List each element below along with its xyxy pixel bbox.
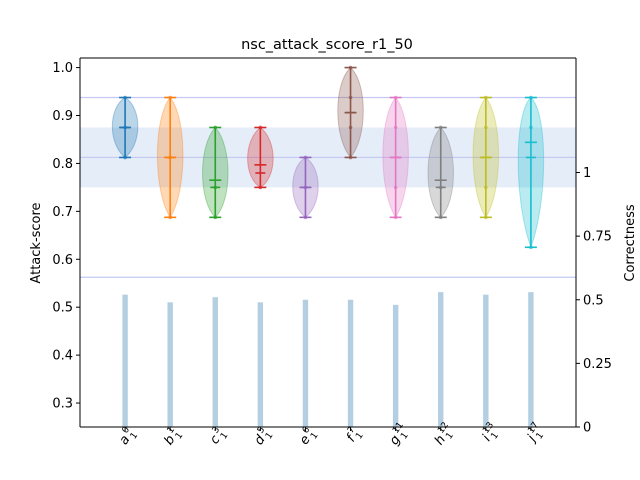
x-tick-label: f71 xyxy=(344,425,366,445)
data-point xyxy=(303,215,308,220)
data-point xyxy=(348,125,353,130)
x-tick-label: a01 xyxy=(117,425,141,448)
data-point xyxy=(213,125,218,130)
x-tick-label-sub: 1 xyxy=(399,431,410,441)
data-point xyxy=(393,125,398,130)
data-point xyxy=(123,155,127,160)
data-point xyxy=(393,215,398,220)
y2-tick-label: 0.75 xyxy=(583,230,612,245)
plot-area: 0.30.40.50.60.70.80.91.000.250.50.751a01… xyxy=(52,57,612,449)
x-tick-label-sub: 1 xyxy=(174,431,185,441)
data-point xyxy=(529,245,533,250)
correctness-bar xyxy=(438,292,444,427)
chart-title: nsc_attack_score_r1_50 xyxy=(241,37,413,53)
x-tick-label-sub: 1 xyxy=(354,431,365,441)
data-point xyxy=(438,125,443,130)
data-point xyxy=(484,125,488,130)
x-tick-label-sub: 1 xyxy=(264,431,275,441)
y2-axis-title: Correctness xyxy=(623,204,638,281)
x-tick-label-sub: 1 xyxy=(309,431,320,441)
data-point xyxy=(484,95,488,100)
x-tick-label-sub: 1 xyxy=(219,431,230,441)
y-tick-label: 1.0 xyxy=(52,61,73,76)
data-point xyxy=(303,155,308,160)
y-tick-label: 0.7 xyxy=(52,205,73,220)
correctness-bar xyxy=(483,294,489,427)
data-point xyxy=(393,185,398,190)
y-tick-label: 0.6 xyxy=(52,253,73,268)
y-tick-label: 0.9 xyxy=(52,109,73,124)
y-axis-title: Attack-score xyxy=(29,202,44,283)
x-tick-label-sup: 7 xyxy=(346,425,357,435)
data-point xyxy=(168,215,172,220)
correctness-bar xyxy=(528,292,534,427)
x-tick-label: d51 xyxy=(252,425,276,448)
y2-tick-label: 0.25 xyxy=(583,357,612,372)
x-tick-label: b11 xyxy=(161,425,185,448)
y2-tick-label: 1 xyxy=(583,166,591,181)
correctness-bar xyxy=(122,294,128,427)
data-point xyxy=(484,185,488,190)
x-tick-label-sup: 6 xyxy=(301,425,313,436)
data-point xyxy=(123,95,127,100)
data-point xyxy=(168,95,172,100)
data-point xyxy=(348,95,353,100)
y-tick-label: 0.5 xyxy=(52,301,73,316)
correctness-bar xyxy=(302,299,309,427)
data-point xyxy=(348,155,353,160)
data-point xyxy=(348,65,353,70)
x-tick-label: c31 xyxy=(207,425,230,447)
x-tick-label-sub: 1 xyxy=(129,431,140,441)
x-tick-label-sub: 1 xyxy=(444,431,455,441)
correctness-bar xyxy=(212,297,218,427)
correctness-bar xyxy=(392,304,399,427)
x-tick-label: e61 xyxy=(297,425,321,448)
x-tick-label-sub: 1 xyxy=(535,431,546,441)
data-point xyxy=(213,215,218,220)
data-point xyxy=(393,95,398,100)
data-point xyxy=(258,185,263,190)
x-tick-label-sup: 0 xyxy=(121,425,133,436)
data-point xyxy=(484,215,488,220)
x-tick-label-sup: 3 xyxy=(211,425,222,435)
y-tick-label: 0.3 xyxy=(52,397,73,412)
x-tick-label-sup: 5 xyxy=(256,425,267,435)
data-point xyxy=(168,155,172,160)
y2-tick-label: 0.5 xyxy=(583,293,604,308)
data-point xyxy=(123,125,127,130)
y-tick-label: 0.4 xyxy=(52,349,73,364)
correctness-bar xyxy=(257,302,264,427)
correctness-bar xyxy=(167,302,173,427)
correctness-bar xyxy=(347,299,354,427)
data-point xyxy=(258,125,263,130)
data-point xyxy=(213,185,218,190)
data-point xyxy=(303,185,308,190)
data-point xyxy=(529,95,533,100)
y-tick-label: 0.8 xyxy=(52,157,73,172)
data-point xyxy=(438,185,443,190)
x-tick-label-sup: 1 xyxy=(166,425,177,435)
data-point xyxy=(438,215,443,220)
data-point xyxy=(529,125,533,130)
y2-tick-label: 0 xyxy=(583,421,591,436)
x-tick-label-sub: 1 xyxy=(490,431,501,441)
x-tick-label-base: i xyxy=(480,432,495,444)
